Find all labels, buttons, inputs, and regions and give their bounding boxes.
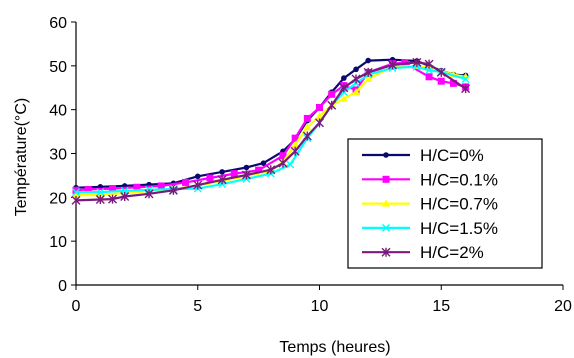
legend-item: H/C=0.7% <box>362 195 498 214</box>
data-point <box>425 73 433 81</box>
data-point <box>303 123 312 131</box>
legend-label: H/C=0.7% <box>420 195 498 214</box>
data-point <box>72 188 80 197</box>
data-point <box>230 170 238 178</box>
data-point <box>382 175 390 183</box>
legend-label: H/C=0.1% <box>420 170 498 189</box>
data-point <box>291 140 300 148</box>
legend-label: H/C=2% <box>420 243 484 262</box>
data-point <box>437 77 445 85</box>
data-point <box>182 178 190 186</box>
data-point <box>266 165 276 175</box>
data-point <box>316 103 323 111</box>
legend: H/C=0% H/C=0.1% H/C=0.7% H/C=1.5% H/C=2% <box>347 138 543 269</box>
data-point <box>353 66 359 73</box>
x-tick-label: 0 <box>72 298 81 315</box>
data-point <box>144 189 154 199</box>
data-point <box>241 170 251 180</box>
data-point <box>425 66 434 75</box>
data-point <box>291 134 299 142</box>
data-point <box>352 88 361 96</box>
data-point <box>424 59 434 69</box>
data-point <box>286 160 295 169</box>
series-layer <box>71 56 471 205</box>
data-point <box>194 173 201 180</box>
y-tick-label: 50 <box>49 59 67 76</box>
x-tick-label: 15 <box>432 298 450 315</box>
data-point <box>157 182 165 190</box>
data-point <box>95 195 105 205</box>
data-point <box>412 57 422 67</box>
data-point <box>168 185 178 195</box>
data-point <box>303 114 311 122</box>
data-point <box>341 75 347 81</box>
data-point <box>351 74 361 84</box>
data-point <box>71 195 81 205</box>
data-point <box>315 112 324 120</box>
data-point <box>72 191 80 199</box>
y-tick-label: 10 <box>49 234 67 251</box>
legend-label: H/C=1.5% <box>420 219 498 238</box>
legend-item: H/C=0.1% <box>362 170 498 189</box>
data-point <box>461 84 471 94</box>
legend-item: H/C=1.5% <box>362 219 498 238</box>
data-point <box>96 191 105 199</box>
data-point <box>72 186 80 194</box>
x-tick-label: 10 <box>311 298 329 315</box>
data-point <box>84 185 92 193</box>
x-tick-label: 20 <box>554 298 572 315</box>
y-axis-title: Température(°C) <box>13 98 30 216</box>
y-tick-label: 40 <box>49 103 67 120</box>
data-point <box>315 118 324 128</box>
data-point <box>327 100 337 110</box>
data-point <box>109 185 117 193</box>
legend-item: H/C=0% <box>362 146 484 165</box>
data-point <box>363 67 373 77</box>
data-point <box>217 175 227 185</box>
data-point <box>255 166 263 174</box>
data-point <box>120 186 129 195</box>
legend-label: H/C=0% <box>420 146 484 165</box>
data-point <box>193 180 203 190</box>
data-point <box>302 131 312 141</box>
data-point <box>436 67 446 77</box>
data-point <box>365 57 372 64</box>
data-point <box>339 83 349 93</box>
series-5 <box>71 57 471 205</box>
data-point <box>260 160 267 166</box>
data-point <box>96 188 105 197</box>
data-point <box>381 247 391 257</box>
data-point <box>290 146 300 156</box>
data-point <box>133 183 141 191</box>
data-point <box>243 164 250 171</box>
data-point <box>120 191 130 201</box>
data-point <box>461 74 470 83</box>
data-point <box>206 174 214 182</box>
y-tick-label: 60 <box>49 15 67 32</box>
data-point <box>364 74 373 82</box>
data-point <box>339 94 348 102</box>
y-tick-label: 30 <box>49 147 67 164</box>
data-point <box>382 223 390 232</box>
x-axis-title: Temps (heures) <box>279 339 390 356</box>
data-point <box>328 90 336 98</box>
chart-axes: 0 10 20 30 40 50 60 0 5 10 15 20 <box>49 15 572 315</box>
data-point <box>108 194 118 204</box>
data-point <box>279 152 287 160</box>
data-point <box>219 169 225 175</box>
data-point <box>449 79 457 87</box>
legend-item: H/C=2% <box>362 243 484 262</box>
y-tick-label: 20 <box>49 190 67 207</box>
data-point <box>388 60 398 70</box>
data-point <box>382 199 390 207</box>
y-tick-label: 0 <box>58 278 67 295</box>
data-point <box>383 152 389 158</box>
x-tick-label: 5 <box>193 298 202 315</box>
data-point <box>278 158 288 168</box>
